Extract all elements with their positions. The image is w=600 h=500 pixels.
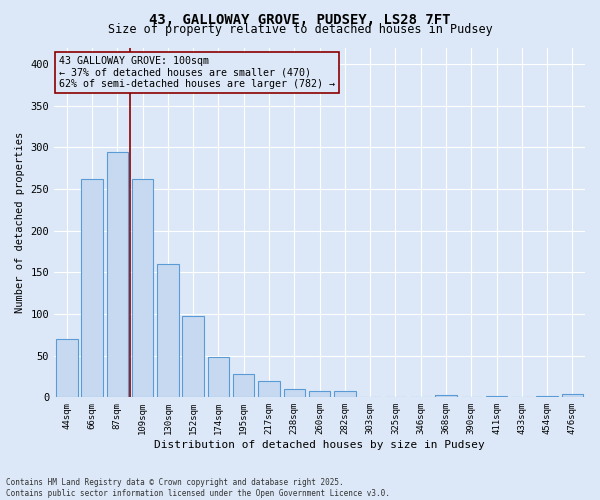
Bar: [56, 339, 77, 398]
Text: 43, GALLOWAY GROVE, PUDSEY, LS28 7FT: 43, GALLOWAY GROVE, PUDSEY, LS28 7FT: [149, 12, 451, 26]
Bar: [82, 179, 103, 398]
Y-axis label: Number of detached properties: Number of detached properties: [15, 132, 25, 313]
Bar: [233, 374, 254, 398]
Bar: [132, 179, 154, 398]
Bar: [284, 389, 305, 398]
Bar: [435, 395, 457, 398]
Text: 43 GALLOWAY GROVE: 100sqm
← 37% of detached houses are smaller (470)
62% of semi: 43 GALLOWAY GROVE: 100sqm ← 37% of detac…: [59, 56, 335, 90]
Bar: [309, 390, 331, 398]
Bar: [157, 264, 179, 398]
Text: Contains HM Land Registry data © Crown copyright and database right 2025.
Contai: Contains HM Land Registry data © Crown c…: [6, 478, 390, 498]
Bar: [208, 358, 229, 398]
Bar: [536, 396, 558, 398]
Bar: [107, 152, 128, 398]
Bar: [562, 394, 583, 398]
Bar: [334, 390, 356, 398]
Bar: [182, 316, 204, 398]
X-axis label: Distribution of detached houses by size in Pudsey: Distribution of detached houses by size …: [154, 440, 485, 450]
Bar: [258, 380, 280, 398]
Bar: [486, 396, 507, 398]
Text: Size of property relative to detached houses in Pudsey: Size of property relative to detached ho…: [107, 22, 493, 36]
